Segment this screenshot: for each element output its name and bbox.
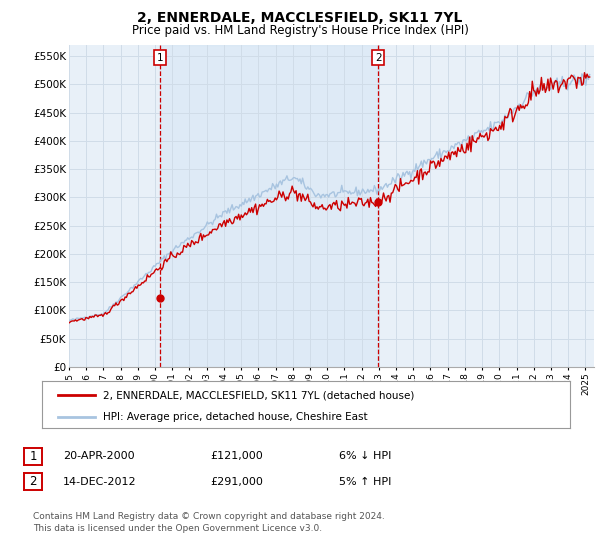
Text: 2: 2	[29, 475, 37, 488]
Text: 6% ↓ HPI: 6% ↓ HPI	[339, 451, 391, 461]
Text: £291,000: £291,000	[210, 477, 263, 487]
Text: 14-DEC-2012: 14-DEC-2012	[63, 477, 137, 487]
Text: 2: 2	[375, 53, 382, 63]
Text: 1: 1	[29, 450, 37, 463]
Text: Price paid vs. HM Land Registry's House Price Index (HPI): Price paid vs. HM Land Registry's House …	[131, 24, 469, 36]
Text: 2, ENNERDALE, MACCLESFIELD, SK11 7YL: 2, ENNERDALE, MACCLESFIELD, SK11 7YL	[137, 11, 463, 25]
Text: £121,000: £121,000	[210, 451, 263, 461]
Bar	[160, 45, 378, 367]
Text: 20-APR-2000: 20-APR-2000	[63, 451, 134, 461]
Text: 5% ↑ HPI: 5% ↑ HPI	[339, 477, 391, 487]
Text: Contains HM Land Registry data © Crown copyright and database right 2024.
This d: Contains HM Land Registry data © Crown c…	[33, 512, 385, 533]
Text: HPI: Average price, detached house, Cheshire East: HPI: Average price, detached house, Ches…	[103, 412, 367, 422]
Text: 2, ENNERDALE, MACCLESFIELD, SK11 7YL (detached house): 2, ENNERDALE, MACCLESFIELD, SK11 7YL (de…	[103, 390, 414, 400]
Text: 1: 1	[157, 53, 164, 63]
